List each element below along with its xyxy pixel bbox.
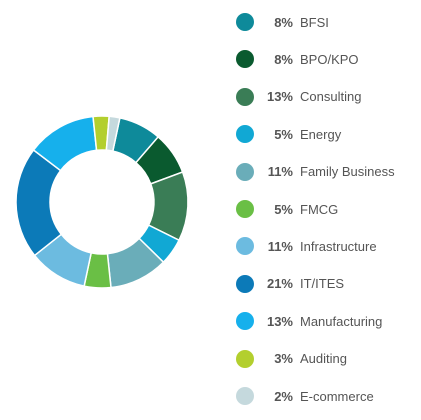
legend-label: BFSI — [300, 14, 329, 30]
legend-label: Consulting — [300, 89, 362, 105]
legend-percent: 13% — [266, 313, 293, 329]
legend-percent: 11% — [267, 238, 293, 254]
legend-label: Energy — [300, 126, 342, 142]
legend-label: Family Business — [300, 164, 395, 180]
legend-item-infrastructure: 11% Infrastructure — [236, 234, 377, 258]
legend-percent: 21% — [266, 276, 293, 292]
legend-label: Auditing — [300, 351, 347, 367]
legend-item-e-commerce: 2% E-commerce — [236, 384, 374, 408]
legend-percent: 2% — [274, 388, 293, 404]
legend-label: IT/ITES — [300, 276, 345, 292]
legend-swatch — [236, 349, 254, 368]
legend-label: E-commerce — [300, 388, 374, 404]
legend-label: Manufacturing — [300, 313, 383, 329]
legend-percent: 3% — [274, 351, 293, 367]
legend-percent: 5% — [274, 126, 293, 142]
legend-item-fmcg: 5% FMCG — [236, 197, 338, 221]
legend-item-family-business: 11% Family Business — [236, 160, 395, 184]
legend-percent: 5% — [274, 201, 293, 217]
legend-label: BPO/KPO — [300, 51, 359, 67]
legend-swatch — [236, 50, 254, 69]
legend-swatch — [236, 387, 254, 405]
legend-label: FMCG — [300, 201, 339, 217]
legend-percent: 8% — [274, 51, 293, 67]
legend-swatch — [236, 237, 254, 256]
legend-item-energy: 5% Energy — [236, 122, 341, 146]
legend-swatch — [236, 312, 254, 331]
legend-item-manufacturing: 13% Manufacturing — [236, 309, 382, 333]
legend-item-auditing: 3% Auditing — [236, 347, 347, 371]
legend-swatch — [236, 87, 254, 106]
donut-chart — [15, 115, 189, 289]
legend-item-bpo-kpo: 8% BPO/KPO — [236, 47, 359, 71]
legend-percent: 11% — [267, 164, 293, 180]
legend-item-consulting: 13% Consulting — [236, 85, 361, 109]
legend-swatch — [236, 200, 254, 218]
legend-swatch — [236, 274, 254, 293]
legend-swatch — [236, 162, 254, 181]
legend-item-it-ites: 21% IT/ITES — [236, 272, 344, 296]
legend-percent: 13% — [266, 89, 293, 105]
donut-slice-e-commerce — [105, 115, 121, 153]
legend-item-bfsi: 8% BFSI — [236, 10, 329, 34]
legend-label: Infrastructure — [300, 238, 377, 254]
legend-swatch — [236, 125, 254, 144]
legend-swatch — [236, 13, 254, 31]
legend-percent: 8% — [274, 14, 293, 30]
